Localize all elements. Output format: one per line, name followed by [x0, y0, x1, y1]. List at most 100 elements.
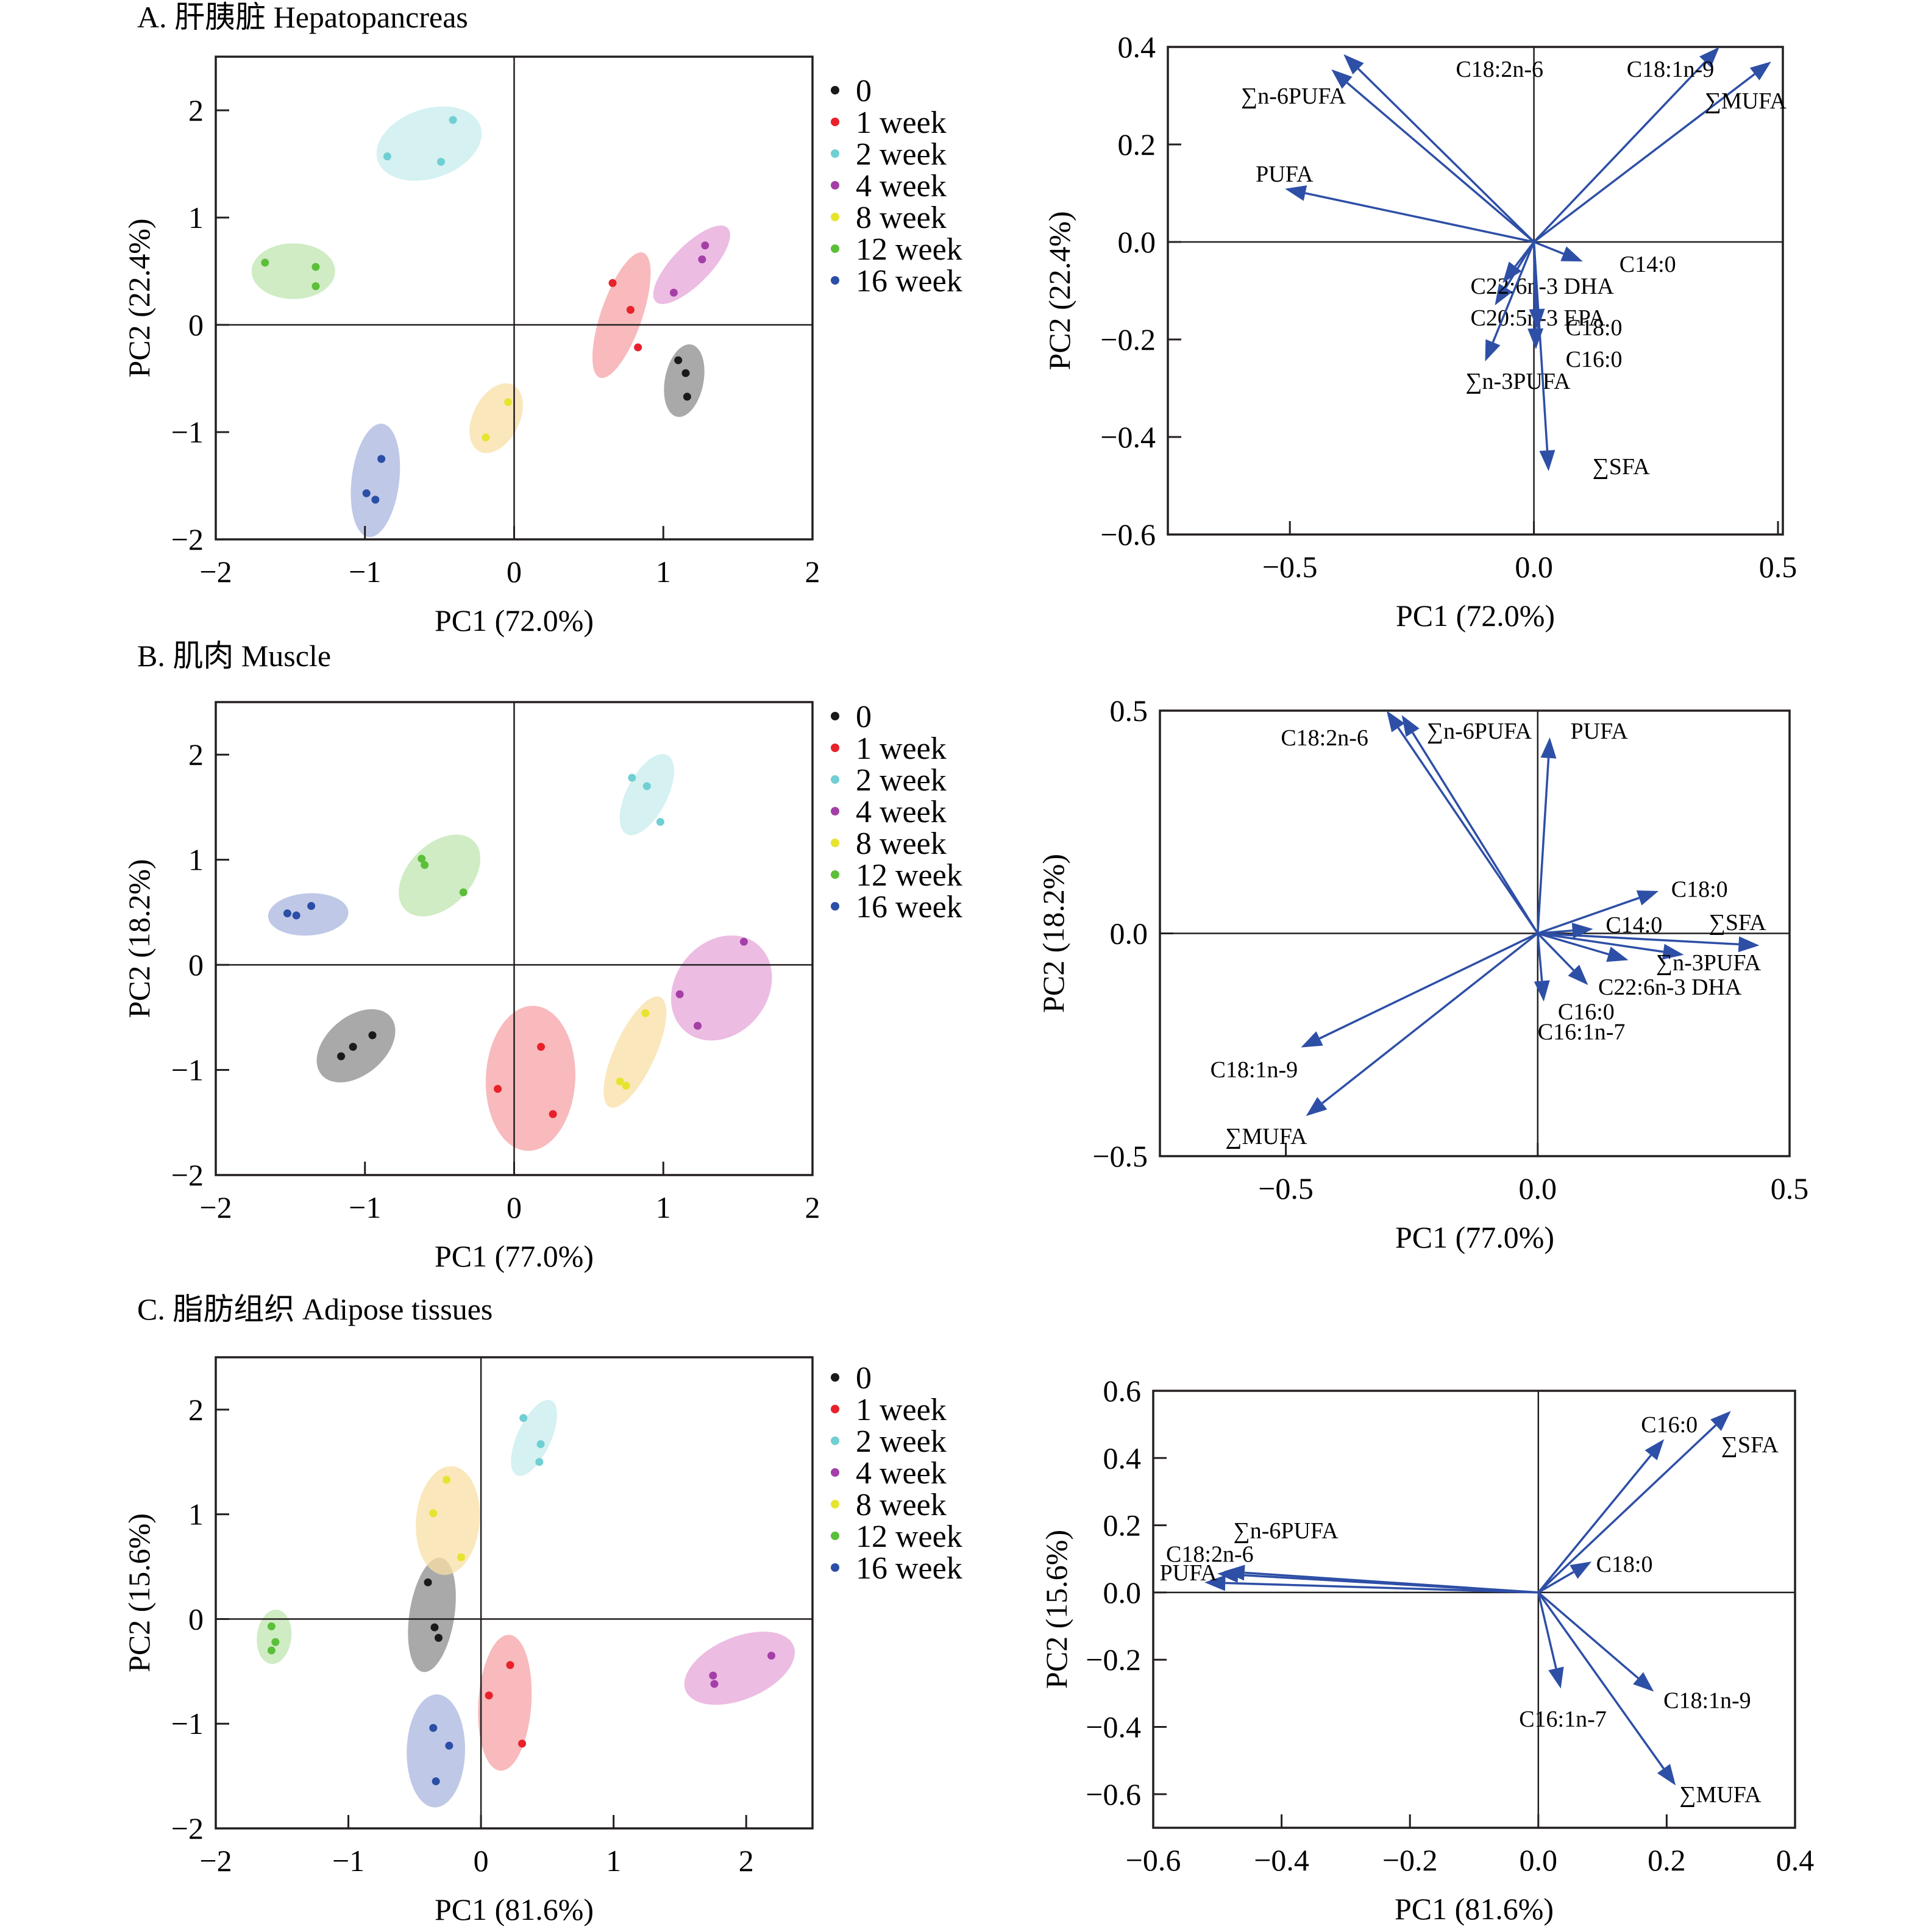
legend-label: 4 week: [856, 795, 947, 829]
data-point-2-week: [536, 1440, 545, 1449]
loading-vector-line: [1537, 932, 1609, 956]
data-point-8-week: [443, 1476, 451, 1484]
loading-vector-line: [1537, 932, 1574, 971]
x-axis-label: PC1 (72.0%): [1396, 598, 1555, 633]
legend-label: 8 week: [856, 1488, 947, 1522]
data-point-1-week: [537, 1043, 546, 1051]
confidence-ellipse-4-week: [653, 226, 730, 304]
loading-vector-label: C22:6n-3 DHA: [1470, 274, 1614, 299]
loading-vector-label: C18:1n-9: [1211, 1057, 1298, 1082]
x-tick-label: 1: [656, 555, 671, 589]
loading-vector-arrowhead: [1386, 711, 1405, 733]
loading-vector-line: [1305, 192, 1534, 243]
loading-vector-line: [1346, 82, 1535, 243]
data-point-16-week: [432, 1777, 440, 1786]
legend-marker-1-week: [831, 1405, 839, 1413]
data-point-2-week: [449, 116, 457, 124]
loading-vector-arrowhead: [1548, 1666, 1564, 1689]
loading-vector-label: ∑n-3PUFA: [1656, 950, 1762, 976]
loading-vector-line: [1537, 897, 1640, 935]
x-tick-label: 2: [805, 555, 820, 589]
confidence-ellipse-16-week: [268, 893, 349, 936]
data-point-0: [368, 1031, 377, 1040]
data-point-1-week: [626, 305, 635, 314]
data-point-8-week: [616, 1078, 624, 1086]
legend-marker-12-week: [831, 1532, 839, 1540]
loading-vector-arrowhead: [1606, 946, 1629, 962]
loading-vector-arrowhead: [1343, 54, 1364, 75]
legend-marker-16-week: [831, 902, 839, 911]
legend-marker-12-week: [831, 244, 839, 253]
loading-vector-label: ∑SFA: [1593, 454, 1651, 480]
legend-marker-0: [831, 86, 839, 94]
x-tick-label: −2: [199, 1844, 232, 1878]
loading-vector-label: C16:1n-7: [1519, 1706, 1607, 1732]
y-axis-label: PC2 (18.2%): [1036, 854, 1070, 1013]
y-tick-label: −1: [171, 1053, 204, 1087]
y-tick-label: −0.2: [1100, 322, 1156, 357]
x-tick-label: −1: [332, 1844, 364, 1878]
plot-frame: [1152, 1390, 1796, 1829]
loading-vector-arrowhead: [1657, 1764, 1676, 1786]
data-point-16-week: [371, 495, 380, 504]
x-tick-label: 0: [507, 555, 522, 589]
data-point-0: [337, 1052, 346, 1060]
x-tick-label: 0: [474, 1844, 489, 1878]
y-tick-label: 0.6: [1103, 1374, 1142, 1408]
loading-vector-label: ∑n-6PUFA: [1234, 1518, 1339, 1544]
data-point-4-week: [669, 288, 678, 297]
data-point-12-week: [421, 861, 429, 869]
loading-vector-line: [1537, 1454, 1652, 1594]
data-point-4-week: [694, 1021, 702, 1030]
loading-vector-arrowhead: [1560, 246, 1583, 261]
y-tick-label: −1: [171, 415, 204, 449]
loading-vector-line: [1537, 1591, 1665, 1769]
legend-label: 4 week: [856, 169, 947, 204]
panel-b-title: B. 肌肉 Muscle: [137, 639, 331, 673]
loading-vector-line: [1537, 932, 1664, 953]
confidence-ellipse-16-week: [350, 424, 400, 538]
x-tick-label: −1: [349, 1190, 381, 1224]
loading-vector-label: ∑SFA: [1709, 910, 1767, 936]
loading-vector-label: C18:2n-6: [1281, 725, 1368, 751]
legend-marker-1-week: [831, 744, 839, 752]
x-tick-label: −0.5: [1262, 550, 1318, 584]
legend-label: 2 week: [856, 763, 947, 798]
y-tick-label: 1: [188, 201, 204, 235]
loading-vector-label: C18:1n-9: [1627, 57, 1715, 82]
legend-label: 12 week: [856, 1519, 962, 1554]
loading-vector-line: [1514, 241, 1535, 268]
data-point-1-week: [549, 1110, 557, 1118]
data-point-8-week: [622, 1081, 630, 1090]
legend-marker-4-week: [831, 1468, 839, 1477]
legend-label: 4 week: [856, 1456, 947, 1491]
confidence-ellipse-12-week: [399, 834, 481, 917]
loading-vector-label: C18:0: [1566, 315, 1623, 341]
y-tick-label: −0.2: [1086, 1643, 1141, 1677]
data-point-8-week: [482, 433, 490, 442]
loading-vector-line: [1533, 241, 1564, 255]
data-point-12-week: [267, 1622, 276, 1630]
confidence-ellipse-16-week: [407, 1694, 466, 1808]
y-tick-label: 0: [188, 1602, 204, 1636]
loading-vector-line: [1238, 1574, 1538, 1594]
legend-label: 16 week: [856, 1551, 962, 1586]
x-tick-label: −0.4: [1254, 1843, 1309, 1877]
chart-B-loadings: −0.5 0.0 0.5 0.5 0.0 −0.5 PC1 (77.0%) PC2 (18.2…: [1036, 694, 1808, 1254]
loading-vector-line: [1533, 61, 1706, 243]
y-tick-label: 2: [188, 737, 204, 772]
loading-vector-label: C18:0: [1671, 876, 1728, 902]
confidence-ellipse-2-week: [619, 754, 674, 836]
data-point-2-week: [656, 818, 664, 826]
legend-label: 0: [856, 74, 872, 108]
y-tick-label: 2: [188, 93, 204, 127]
data-point-0: [430, 1623, 439, 1632]
legend-label: 1 week: [856, 105, 947, 140]
loading-vector-arrowhead: [1644, 1439, 1665, 1460]
data-point-12-week: [271, 1638, 280, 1646]
loading-vector-line: [1537, 932, 1739, 946]
loading-vector-arrowhead: [1662, 943, 1684, 960]
